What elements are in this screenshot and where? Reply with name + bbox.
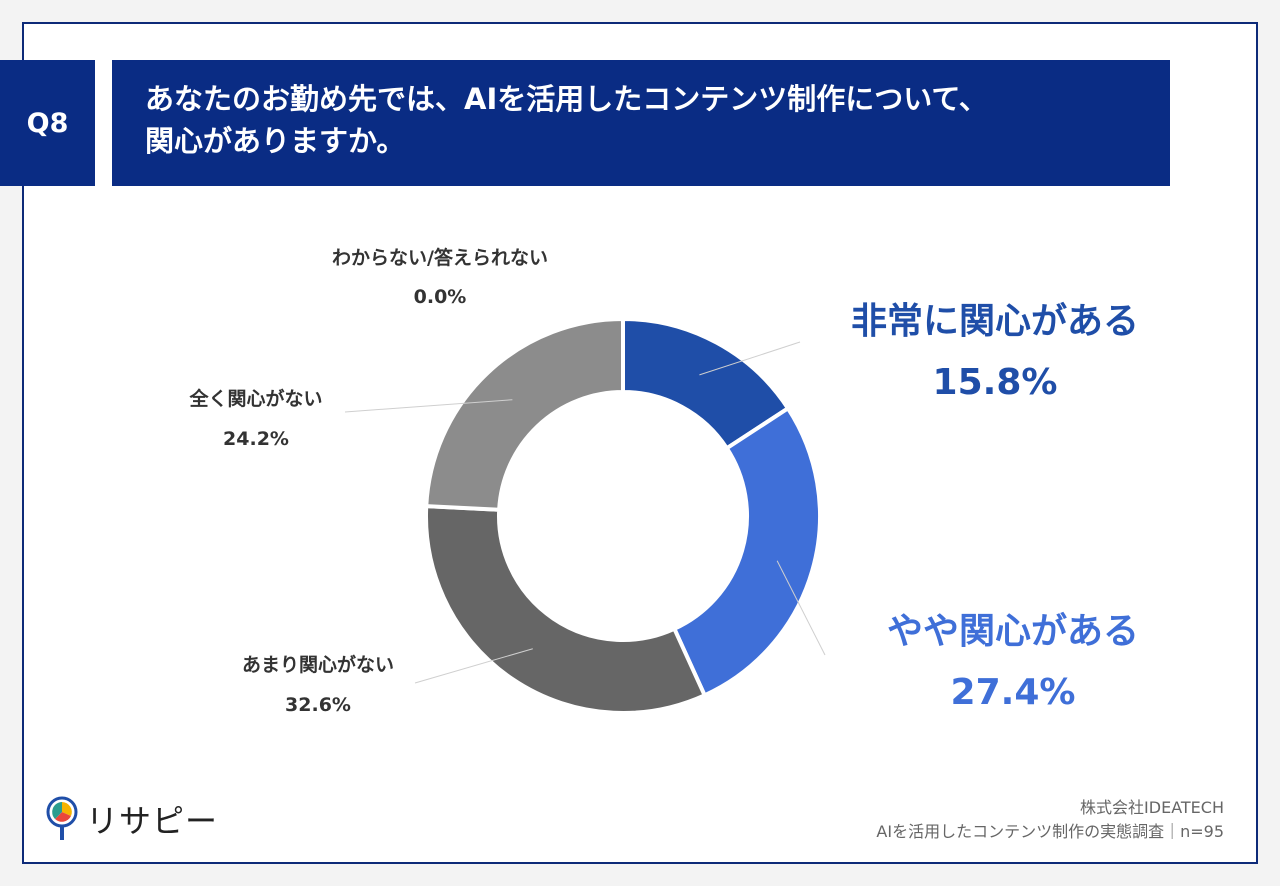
leader-line-somewhat-interested	[776, 560, 826, 656]
survey-credit: AIを活用したコンテンツ制作の実態調査｜n=95	[876, 822, 1224, 841]
question-banner: あなたのお勤め先では、AIを活用したコンテンツ制作について、 関心がありますか。	[112, 60, 1170, 186]
leader-line-not-interested	[344, 399, 513, 413]
slice-value-not-interested: 24.2%	[223, 428, 289, 450]
leader-line-very-interested	[699, 341, 801, 376]
slice-value-somewhat-interested: 27.4%	[950, 672, 1076, 713]
slice-value-unknown: 0.0%	[413, 286, 467, 308]
question-text-line1: あなたのお勤め先では、AIを活用したコンテンツ制作について、	[145, 82, 988, 116]
risapy-logo: リサピー	[46, 796, 218, 842]
slice-not-very-interested	[424, 504, 708, 715]
slice-value-very-interested: 15.8%	[932, 362, 1058, 403]
question-number: Q8	[26, 107, 69, 139]
slice-somewhat-interested	[671, 405, 822, 698]
slice-label-not-very-interested: あまり関心がない	[241, 654, 395, 676]
question-text-line2: 関心がありますか。	[145, 124, 406, 158]
slice-label-not-interested: 全く関心がない	[189, 388, 323, 410]
slice-label-unknown: わからない/答えられない	[332, 247, 548, 269]
slice-not-interested	[424, 316, 625, 512]
leader-line-not-very-interested	[414, 648, 533, 684]
slice-label-somewhat-interested: やや関心がある	[886, 611, 1140, 652]
question-badge: Q8	[0, 60, 95, 186]
logo-icon	[46, 796, 78, 840]
company-credit: 株式会社IDEATECH	[1080, 798, 1224, 817]
slice-label-very-interested: 非常に関心がある	[850, 301, 1140, 342]
slice-value-not-very-interested: 32.6%	[285, 694, 351, 716]
logo-text: リサピー	[86, 802, 219, 840]
